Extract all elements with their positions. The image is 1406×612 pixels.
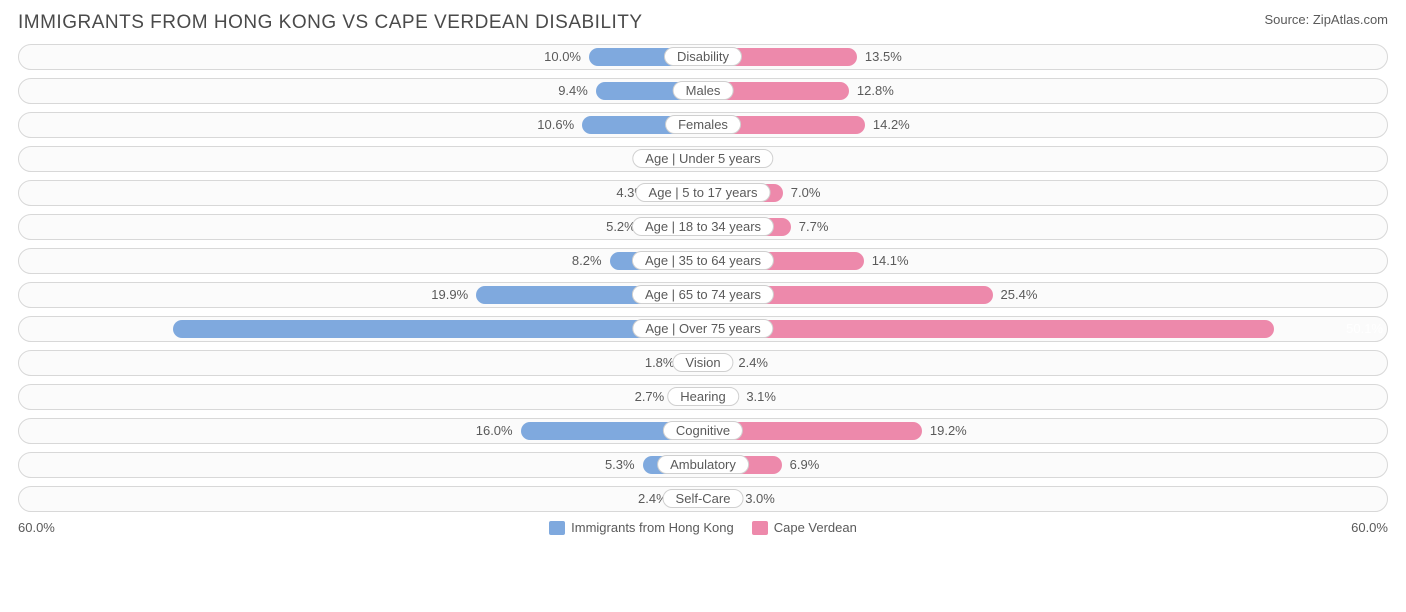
category-label: Females <box>665 115 741 134</box>
chart-row: 1.8%2.4%Vision <box>18 350 1388 376</box>
axis-right-end: 60.0% <box>1351 520 1388 535</box>
chart-row: 10.6% 14.2% Females <box>18 112 1388 138</box>
chart-row: 4.3%7.0%Age | 5 to 17 years <box>18 180 1388 206</box>
chart-row: 46.5%50.1%Age | Over 75 years <box>18 316 1388 342</box>
value-label-left: 19.9% <box>431 283 476 307</box>
diverging-bar-chart: 10.0%13.5%Disability9.4%12.8%Males10.6%1… <box>18 44 1388 512</box>
chart-row: 19.9% 25.4% Age | 65 to 74 years <box>18 282 1388 308</box>
value-label-right: 7.0% <box>783 181 821 205</box>
chart-row: 2.4%3.0%Self-Care <box>18 486 1388 512</box>
legend-label-right: Cape Verdean <box>774 520 857 535</box>
category-label: Ambulatory <box>657 455 749 474</box>
chart-row: 8.2% 14.1% Age | 35 to 64 years <box>18 248 1388 274</box>
value-label-right: 12.8% <box>849 79 894 103</box>
category-label: Age | 35 to 64 years <box>632 251 774 270</box>
legend-swatch-left <box>549 521 565 535</box>
value-label-right: 7.7% <box>791 215 829 239</box>
legend: Immigrants from Hong Kong Cape Verdean <box>549 520 857 535</box>
legend-swatch-right <box>752 521 768 535</box>
value-label-right: 14.2% <box>865 113 910 137</box>
category-label: Vision <box>672 353 733 372</box>
category-label: Age | 5 to 17 years <box>636 183 771 202</box>
legend-label-left: Immigrants from Hong Kong <box>571 520 734 535</box>
value-label-right: 14.1% <box>864 249 909 273</box>
value-label-right: 25.4% <box>993 283 1038 307</box>
chart-row: 10.0% 13.5% Disability <box>18 44 1388 70</box>
chart-row: 0.95%1.7%Age | Under 5 years <box>18 146 1388 172</box>
axis-left-end: 60.0% <box>18 520 55 535</box>
chart-row: 16.0% 19.2% Cognitive <box>18 418 1388 444</box>
value-label-right: 3.1% <box>738 385 776 409</box>
category-label: Cognitive <box>663 421 743 440</box>
value-label-right: 19.2% <box>922 419 967 443</box>
chart-row: 5.2%7.7%Age | 18 to 34 years <box>18 214 1388 240</box>
legend-item-left: Immigrants from Hong Kong <box>549 520 734 535</box>
value-label-right: 50.1% <box>1338 317 1383 341</box>
value-label-left: 10.0% <box>544 45 589 69</box>
bar-right <box>703 320 1274 338</box>
category-label: Self-Care <box>663 489 744 508</box>
value-label-right: 2.4% <box>730 351 768 375</box>
value-label-left: 9.4% <box>558 79 596 103</box>
chart-footer: 60.0% Immigrants from Hong Kong Cape Ver… <box>18 520 1388 535</box>
header: IMMIGRANTS FROM HONG KONG VS CAPE VERDEA… <box>18 12 1388 34</box>
chart-row: 9.4% 12.8% Males <box>18 78 1388 104</box>
chart-row: 2.7%3.1%Hearing <box>18 384 1388 410</box>
value-label-left: 10.6% <box>537 113 582 137</box>
source-label: Source: ZipAtlas.com <box>1264 12 1388 27</box>
category-label: Age | Under 5 years <box>632 149 773 168</box>
value-label-right: 13.5% <box>857 45 902 69</box>
category-label: Hearing <box>667 387 739 406</box>
category-label: Age | Over 75 years <box>632 319 773 338</box>
chart-title: IMMIGRANTS FROM HONG KONG VS CAPE VERDEA… <box>18 12 643 34</box>
value-label-left: 8.2% <box>572 249 610 273</box>
category-label: Males <box>673 81 734 100</box>
chart-row: 5.3% 6.9% Ambulatory <box>18 452 1388 478</box>
value-label-left: 16.0% <box>476 419 521 443</box>
value-label-right: 6.9% <box>782 453 820 477</box>
legend-item-right: Cape Verdean <box>752 520 857 535</box>
bar-left <box>173 320 703 338</box>
category-label: Age | 65 to 74 years <box>632 285 774 304</box>
category-label: Age | 18 to 34 years <box>632 217 774 236</box>
category-label: Disability <box>664 47 742 66</box>
value-label-left: 5.3% <box>605 453 643 477</box>
